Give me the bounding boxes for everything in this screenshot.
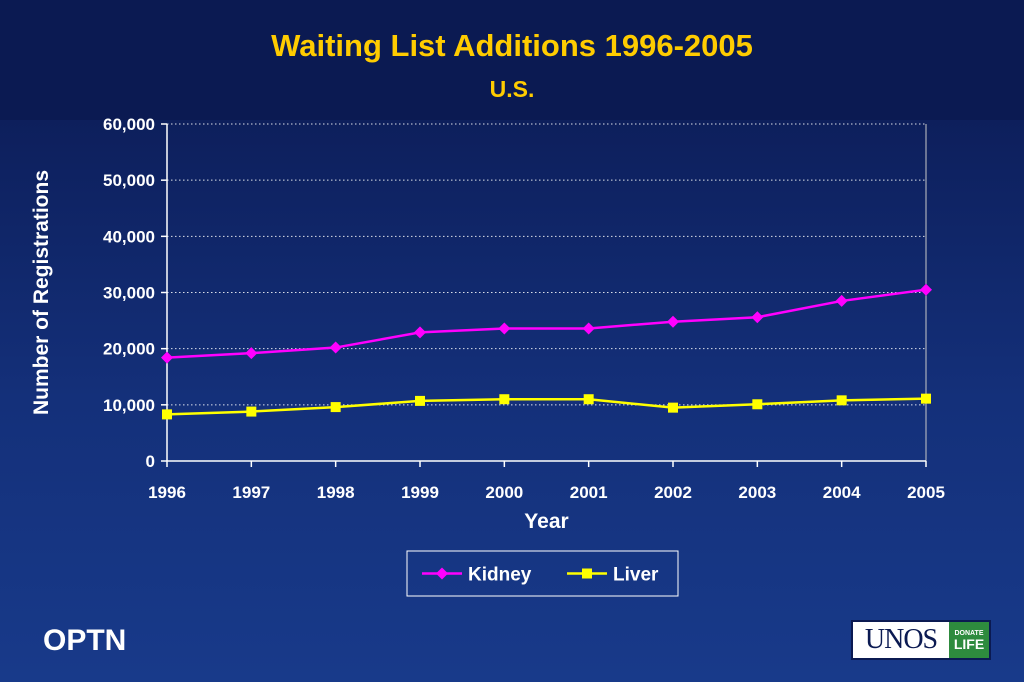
x-tick-label: 2001 [570, 483, 608, 502]
y-tick-label: 60,000 [103, 115, 155, 134]
legend-liver-label: Liver [613, 565, 659, 586]
slide-title: Waiting List Additions 1996-2005 [271, 28, 753, 63]
y-tick-label: 20,000 [103, 340, 155, 359]
title-band [0, 0, 1024, 120]
y-tick-label: 40,000 [103, 227, 155, 246]
y-tick-label: 50,000 [103, 171, 155, 190]
liver-point [162, 409, 172, 420]
x-axis-title: Year [524, 510, 568, 533]
y-axis-title: Number of Registrations [30, 170, 53, 415]
donate-life-badge: DONATE LIFE [949, 622, 989, 658]
legend-kidney-label: Kidney [468, 565, 532, 586]
legend-box [406, 550, 679, 597]
x-tick-label: 2004 [823, 483, 861, 502]
optn-footer: OPTN [43, 624, 127, 657]
liver-series-line [166, 397, 927, 416]
donate-life-top: DONATE [954, 629, 984, 637]
liver-point [921, 393, 931, 404]
y-tick-label: 10,000 [103, 396, 155, 415]
kidney-point [667, 315, 679, 328]
kidney-series-line [166, 288, 927, 359]
x-tick-label: 2002 [654, 483, 692, 502]
liver-point [415, 395, 425, 406]
x-tick-label: 2005 [907, 483, 945, 502]
y-tick-label: 0 [146, 452, 155, 471]
liver-point [836, 395, 847, 406]
x-tick-label: 2000 [485, 483, 523, 502]
slide-subtitle: U.S. [489, 76, 535, 102]
kidney-point [161, 351, 173, 364]
kidney-point [329, 341, 342, 354]
kidney-point [920, 283, 932, 296]
x-tick-label: 1996 [148, 483, 186, 502]
liver-point [583, 394, 594, 405]
liver-point [668, 402, 678, 413]
liver-point [499, 394, 510, 405]
legend-kidney-marker [436, 567, 448, 580]
kidney-point [245, 347, 258, 360]
donate-life-bottom: LIFE [953, 635, 985, 652]
kidney-point [498, 322, 511, 335]
legend-liver-marker [582, 568, 592, 579]
x-tick-label: 2003 [738, 483, 776, 502]
x-tick-label: 1999 [401, 483, 439, 502]
kidney-point [751, 311, 764, 324]
kidney-point [582, 322, 595, 335]
liver-point [246, 406, 257, 417]
liver-point [330, 402, 341, 413]
kidney-point [835, 294, 848, 307]
y-tick-label: 30,000 [103, 284, 155, 303]
liver-point [752, 399, 763, 410]
kidney-point [414, 326, 426, 339]
x-tick-label: 1998 [317, 483, 355, 502]
unos-wordmark: UNOS [864, 624, 938, 655]
unos-logo: UNOS DONATE LIFE [851, 620, 991, 660]
x-tick-label: 1997 [232, 483, 270, 502]
